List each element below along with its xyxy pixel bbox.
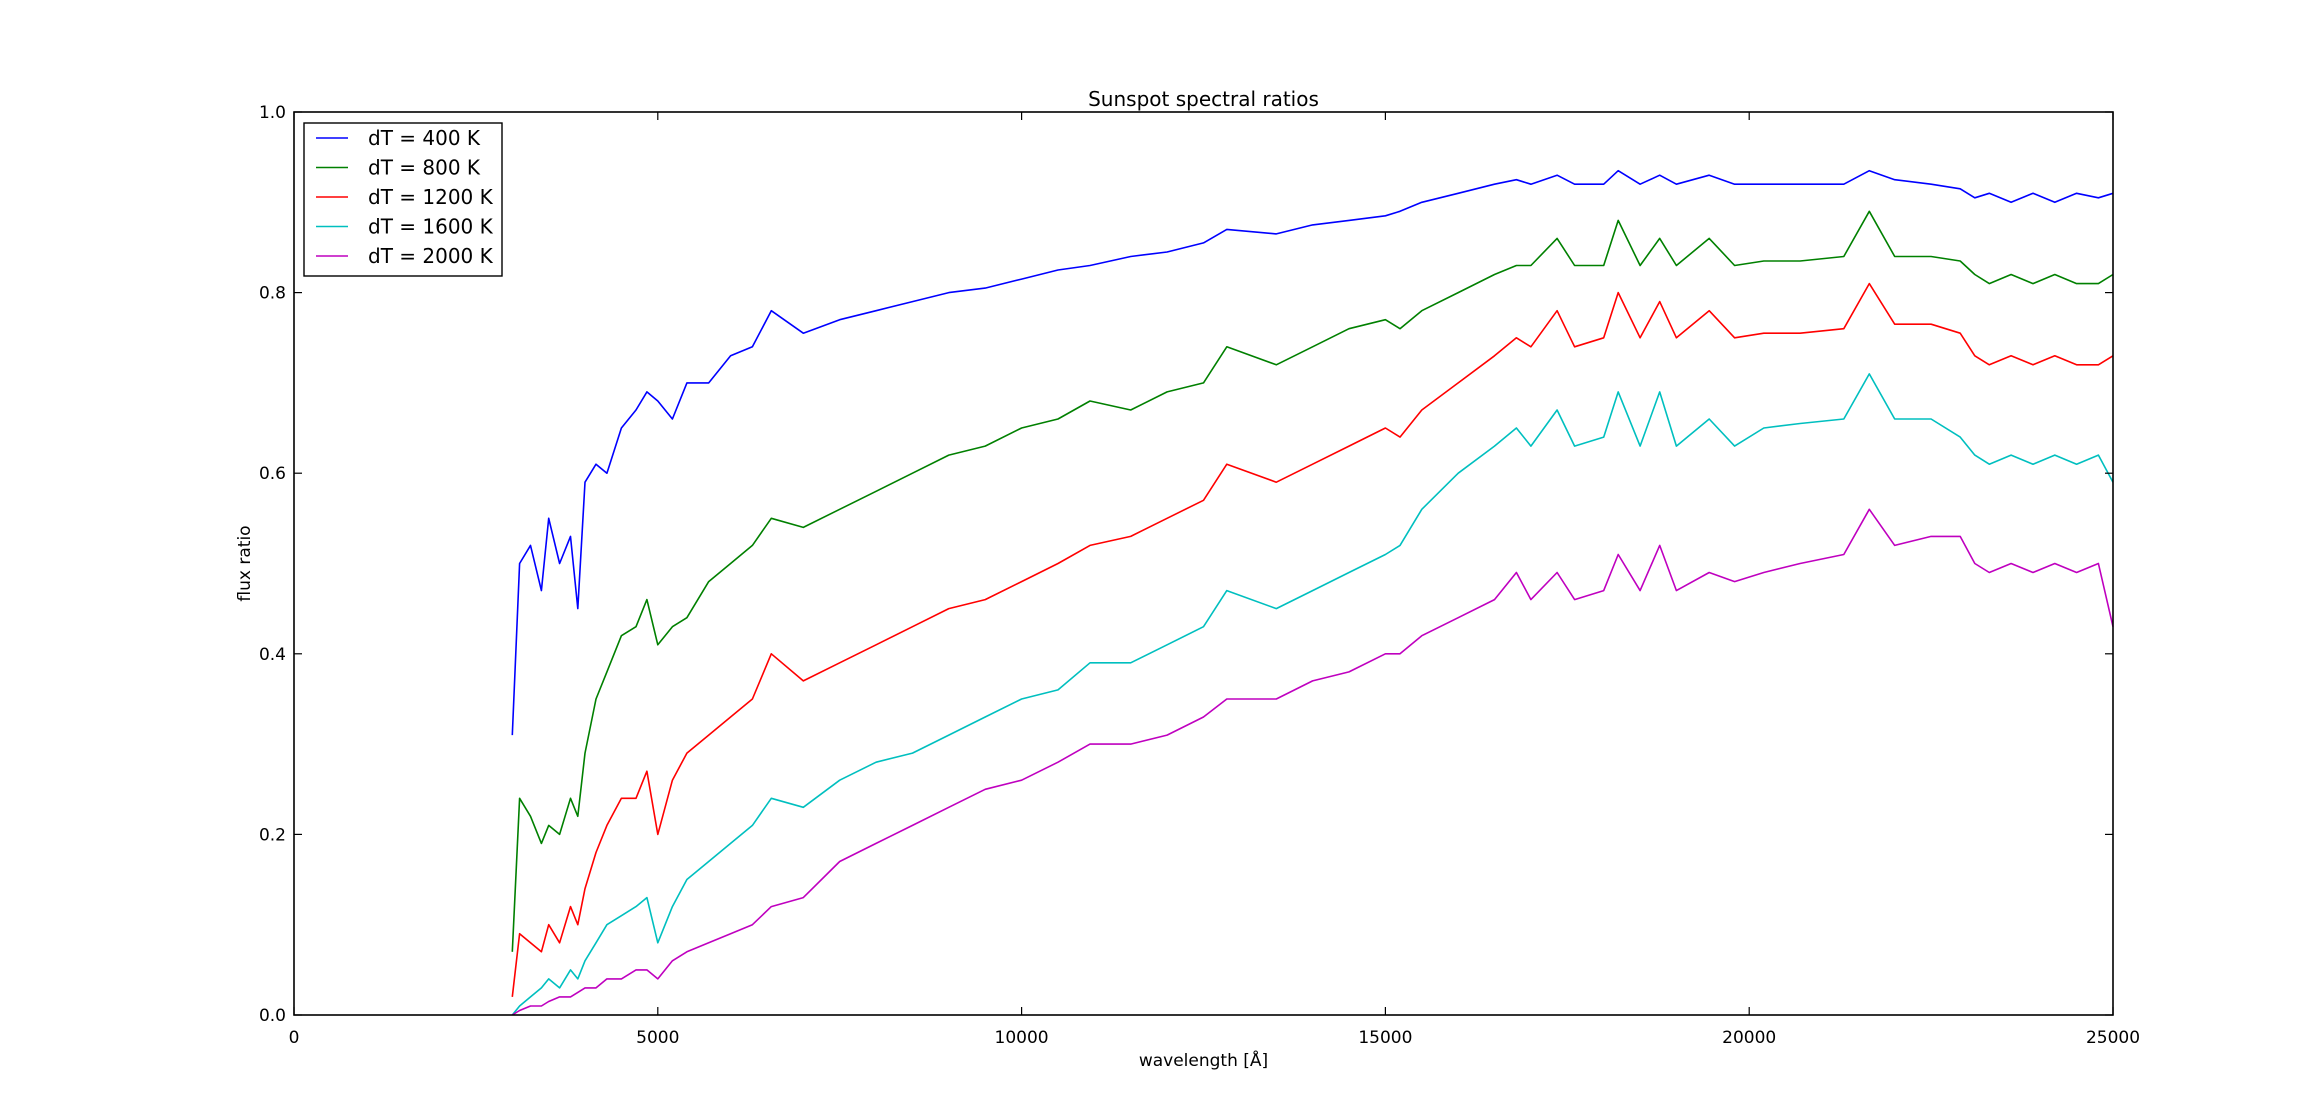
y-tick-label: 1.0 [259, 103, 286, 123]
x-tick-label: 10000 [995, 1028, 1049, 1048]
series-line-1 [511, 210, 2114, 952]
x-tick-label: 0 [289, 1028, 300, 1048]
legend-box [303, 122, 503, 277]
legend-label-0: dT = 400 K [368, 126, 481, 150]
y-tick-label: 0.6 [259, 464, 286, 484]
legend-label-3: dT = 1600 K [368, 215, 494, 239]
series-line-4 [511, 508, 2114, 1016]
y-tick-label: 0.8 [259, 284, 286, 304]
y-tick-label: 0.2 [259, 825, 286, 845]
x-axis-label: wavelength [Å] [1139, 1049, 1268, 1071]
x-tick-label: 20000 [1722, 1028, 1776, 1048]
y-axis: 0.0 0.2 0.4 0.6 0.8 1.0 [259, 103, 2113, 1026]
y-tick-label: 0.0 [259, 1006, 286, 1026]
y-axis-label: flux ratio [235, 525, 255, 601]
series-line-2 [511, 282, 2114, 997]
x-axis: 0 5000 10000 15000 20000 25000 [289, 112, 2140, 1048]
legend: dT = 400 K dT = 800 K dT = 1200 K dT = 1600… [303, 122, 503, 277]
legend-label-4: dT = 2000 K [368, 244, 494, 268]
series-line-0 [511, 169, 2114, 736]
x-tick-label: 25000 [2086, 1028, 2140, 1048]
plot-frame [293, 111, 2114, 1016]
legend-label-1: dT = 800 K [368, 156, 481, 180]
series-layer [511, 169, 2114, 1016]
legend-label-2: dT = 1200 K [368, 185, 494, 209]
x-tick-label: 5000 [636, 1028, 679, 1048]
y-tick-label: 0.4 [259, 645, 286, 665]
series-line-3 [511, 373, 2114, 1016]
chart-title: Sunspot spectral ratios [1088, 87, 1319, 111]
x-tick-label: 15000 [1358, 1028, 1412, 1048]
